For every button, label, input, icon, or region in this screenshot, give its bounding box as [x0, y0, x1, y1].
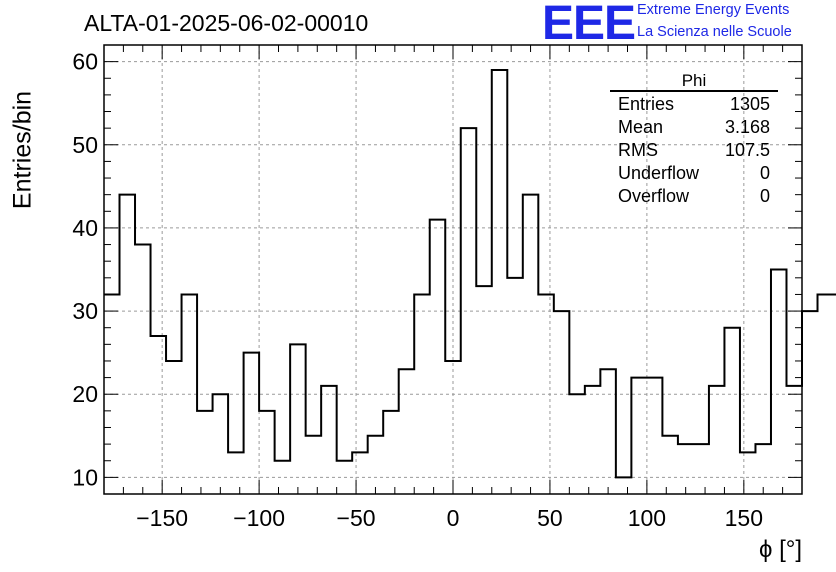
x-tick-label: 150: [725, 505, 763, 531]
histogram-bin: [197, 411, 213, 494]
stats-row-value: 1305: [730, 94, 770, 114]
histogram-bin: [228, 452, 244, 494]
stats-row-value: 3.168: [725, 117, 770, 137]
histogram-bin: [120, 195, 136, 494]
histogram-bin: [647, 378, 663, 494]
stats-box: Phi Entries 1305 Mean 3.168 RMS 107.5 Underflow…: [610, 71, 778, 206]
histogram-bin: [352, 452, 368, 494]
grid-lines: [104, 45, 802, 494]
x-tick-label: −100: [233, 505, 285, 531]
stats-row-label: RMS: [618, 140, 658, 160]
histogram-bin: [306, 436, 322, 494]
histogram-bin: [740, 452, 756, 494]
stats-row-value: 0: [760, 163, 770, 183]
histogram-bin: [755, 444, 771, 494]
histogram-bin: [818, 294, 834, 494]
x-tick-label: 100: [628, 505, 666, 531]
histogram-bin: [445, 361, 461, 494]
stats-row-label: Mean: [618, 117, 663, 137]
histogram-bin: [523, 195, 539, 494]
histogram-bin: [569, 394, 585, 494]
histogram-bin: [662, 436, 678, 494]
histogram-bin: [538, 294, 554, 494]
histogram-outline: [104, 68, 836, 479]
histogram-bin: [802, 311, 818, 494]
histogram-bin: [631, 378, 647, 494]
y-tick-label: 40: [72, 215, 98, 241]
histogram-bin: [383, 411, 399, 494]
eee-logo: EEE: [542, 0, 636, 50]
histogram-bin: [399, 369, 415, 494]
histogram-bin: [507, 278, 523, 494]
stats-row-label: Overflow: [618, 186, 690, 206]
chart-title: ALTA-01-2025-06-02-00010: [84, 10, 369, 36]
histogram-bin: [151, 336, 167, 494]
x-tick-label: 0: [447, 505, 460, 531]
histogram-bin: [771, 270, 787, 495]
stats-row-value: 0: [760, 186, 770, 206]
axis-ticks: [103, 44, 803, 495]
histogram-bin: [461, 128, 477, 494]
axis-tick-labels: −150 −100 −50 0 50 100 150 10 20 30 40 50 60: [72, 49, 763, 531]
histogram-bin: [368, 436, 384, 494]
x-tick-label: −50: [337, 505, 376, 531]
histogram-bin: [476, 286, 492, 494]
stats-box-name: Phi: [682, 71, 707, 90]
histogram-bin: [166, 361, 182, 494]
y-tick-label: 30: [72, 298, 98, 324]
histogram-bin: [244, 353, 260, 494]
histogram-bin: [259, 411, 275, 494]
y-tick-label: 20: [72, 381, 98, 407]
stats-row-label: Entries: [618, 94, 674, 114]
histogram-bin: [492, 70, 508, 494]
histogram-bin: [724, 328, 740, 494]
histogram-bin: [275, 461, 291, 494]
histogram-bin: [213, 394, 229, 494]
histogram-bin: [616, 477, 632, 494]
logo-line-1: Extreme Energy Events: [637, 2, 790, 18]
histogram-bin: [600, 369, 616, 494]
histogram-bin: [554, 311, 570, 494]
logo-line-2: La Scienza nelle Scuole: [637, 24, 792, 40]
histogram-bin: [135, 245, 151, 494]
histogram-bin: [678, 444, 694, 494]
histogram-bin: [693, 444, 709, 494]
y-tick-label: 10: [72, 464, 98, 490]
x-tick-label: 50: [537, 505, 563, 531]
stats-row-value: 107.5: [725, 140, 770, 160]
histogram-bin: [430, 220, 446, 494]
x-tick-label: −150: [136, 505, 188, 531]
x-axis-label: ϕ [°]: [758, 536, 802, 563]
y-tick-label: 50: [72, 132, 98, 158]
histogram-bin: [290, 344, 306, 494]
y-tick-label: 60: [72, 49, 98, 75]
stats-row-label: Underflow: [618, 163, 700, 183]
